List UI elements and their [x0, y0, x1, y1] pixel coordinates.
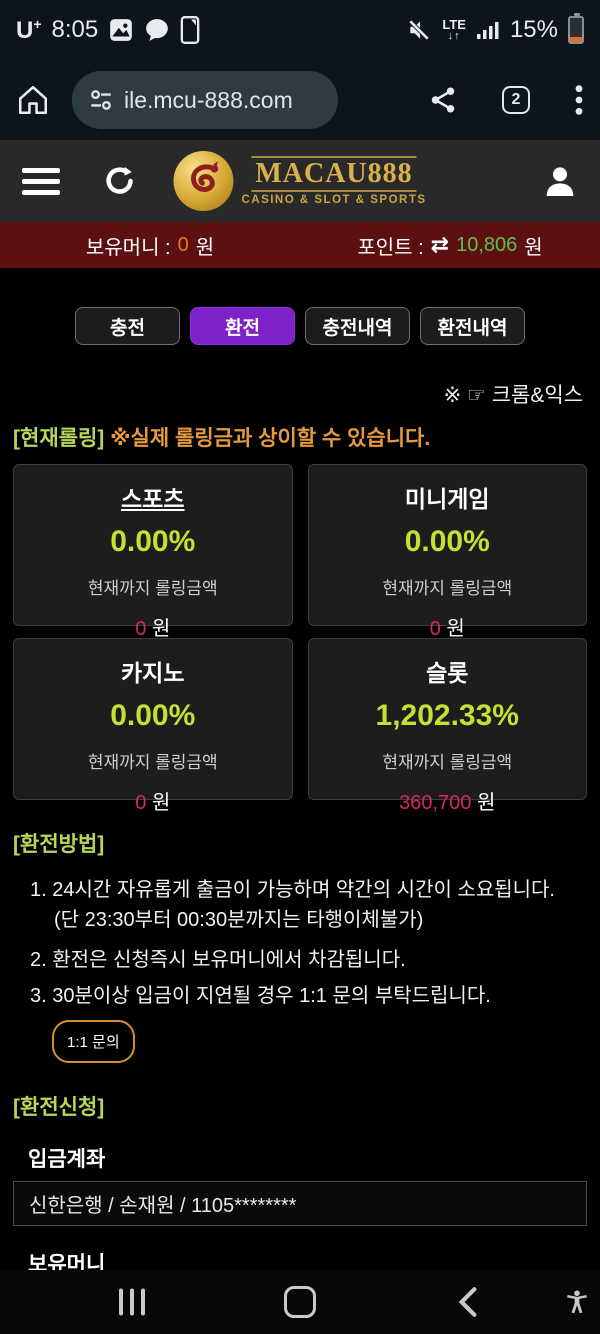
held-money-label: 보유머니: [28, 1253, 106, 1270]
card-title: 스포츠: [121, 486, 185, 512]
transfer-arrows-icon[interactable]: ⇄: [430, 232, 450, 257]
chat-notification-icon: [144, 17, 170, 43]
brand-tagline: CASINO & SLOT & SPORTS: [241, 193, 427, 206]
method-item-2: 2. 환전은 신청즉시 보유머니에서 차감됩니다.: [30, 949, 406, 971]
balance-bar: 보유머니 : 0 원 포인트 : ⇄ 10,806 원: [0, 222, 600, 268]
site-settings-icon[interactable]: [88, 87, 114, 113]
method-item-1: 1. 24시간 자유롭게 출금이 가능하며 약간의 시간이 소요됩니다.: [30, 879, 555, 901]
inquiry-button[interactable]: 1:1 문의: [52, 1020, 135, 1063]
clock: 8:05: [51, 16, 99, 43]
carrier-label: U+: [16, 15, 42, 44]
tab-row: 충전 환전 충전내역 환전내역: [0, 307, 600, 345]
deposit-account-label: 입금계좌: [28, 1148, 106, 1171]
card-percent: 0.00%: [110, 699, 196, 732]
rolling-card-casino: 카지노 0.00% 현재까지 롤링금액 0 원: [13, 638, 293, 814]
card-label: 현재까지 롤링금액: [87, 753, 218, 772]
card-label: 현재까지 롤링금액: [382, 579, 513, 598]
signal-icon: [476, 18, 500, 42]
card-percent: 0.00%: [404, 525, 490, 558]
deposit-account-value: 신한은행 / 손재원 / 1105********: [13, 1181, 587, 1226]
card-amount: 0 원: [429, 618, 465, 640]
recents-button[interactable]: [119, 1288, 145, 1316]
browser-menu-icon[interactable]: [574, 83, 584, 117]
card-title: 미니게임: [404, 486, 490, 512]
rolling-header: [현재롤링] ※실제 롤링금과 상이할 수 있습니다.: [13, 422, 587, 452]
menu-icon[interactable]: [22, 162, 60, 201]
dragon-logo-icon: [173, 151, 234, 211]
rolling-cards: 스포츠 0.00% 현재까지 롤링금액 0 원 미니게임 0.00% 현재까지 …: [13, 464, 587, 814]
lte-icon: LTE ↓↑: [442, 17, 466, 42]
screenshot-image-icon: [108, 17, 134, 43]
site-header: MACAU888 CASINO & SLOT & SPORTS: [0, 140, 600, 222]
tab-exchange-history[interactable]: 환전내역: [420, 307, 525, 345]
mute-icon: [406, 17, 432, 43]
url-text: ile.mcu-888.com: [124, 86, 293, 113]
exchange-method-title: [환전방법]: [13, 833, 105, 856]
card-amount: 0 원: [135, 792, 171, 814]
method-item-1-note: (단 23:30부터 00:30분까지는 타행이체불가): [54, 909, 424, 931]
battery-percent: 15%: [509, 16, 558, 43]
home-button[interactable]: [284, 1286, 316, 1318]
rolling-card-sports: 스포츠 0.00% 현재까지 롤링금액 0 원: [13, 464, 293, 640]
rolling-title: [현재롤링]: [13, 427, 105, 450]
site-logo[interactable]: MACAU888 CASINO & SLOT & SPORTS: [173, 151, 426, 211]
rolling-card-minigame: 미니게임 0.00% 현재까지 롤링금액 0 원: [307, 464, 587, 640]
page-content: 충전 환전 충전내역 환전내역 ※ ☞ 크롬&익스 [현재롤링] ※실제 롤링금…: [0, 268, 600, 1270]
held-money-value: 0: [177, 233, 189, 256]
tab-deposit[interactable]: 충전: [75, 307, 180, 345]
card-title: 카지노: [121, 660, 185, 686]
back-button[interactable]: [456, 1286, 480, 1318]
card-amount: 360,700 원: [399, 792, 496, 814]
address-bar[interactable]: ile.mcu-888.com: [72, 71, 338, 129]
refresh-icon[interactable]: [102, 163, 138, 199]
method-item-3: 3. 30분이상 입금이 지연될 경우 1:1 문의 부탁드립니다.: [30, 985, 491, 1007]
status-bar: U+ 8:05 LTE ↓↑ 15%: [0, 0, 600, 60]
points-value: 10,806: [456, 233, 518, 256]
battery-icon: [568, 13, 584, 44]
profile-icon[interactable]: [540, 161, 580, 201]
browser-recommendation-note: ※ ☞ 크롬&익스: [443, 384, 583, 407]
accessibility-icon[interactable]: [563, 1288, 591, 1316]
android-nav-bar: [0, 1270, 600, 1334]
browser-toolbar: ile.mcu-888.com 2: [0, 60, 600, 140]
card-title: 슬롯: [426, 660, 469, 686]
rolling-card-slot: 슬롯 1,202.33% 현재까지 롤링금액 360,700 원: [307, 638, 587, 814]
card-label: 현재까지 롤링금액: [382, 753, 513, 772]
card-percent: 1,202.33%: [375, 699, 519, 732]
card-amount: 0 원: [135, 618, 171, 640]
held-money: 보유머니 : 0 원: [85, 233, 215, 259]
browser-home-icon[interactable]: [16, 83, 50, 117]
exchange-request-title: [환전신청]: [13, 1096, 105, 1119]
share-icon[interactable]: [428, 85, 458, 115]
card-percent: 0.00%: [110, 525, 196, 558]
tab-deposit-history[interactable]: 충전내역: [305, 307, 410, 345]
phone-app-icon: [180, 16, 200, 44]
brand-name: MACAU888: [251, 156, 417, 192]
tab-exchange[interactable]: 환전: [190, 307, 295, 345]
rolling-warning: ※실제 롤링금과 상이할 수 있습니다.: [110, 427, 431, 450]
points: 포인트 : ⇄ 10,806 원: [357, 232, 543, 259]
card-label: 현재까지 롤링금액: [87, 579, 218, 598]
tab-switcher-button[interactable]: 2: [502, 86, 530, 114]
